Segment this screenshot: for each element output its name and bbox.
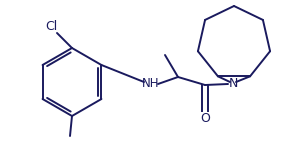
Text: N: N [228, 76, 238, 90]
Text: O: O [200, 113, 210, 125]
Text: Cl: Cl [45, 20, 57, 33]
Text: NH: NH [142, 76, 160, 90]
